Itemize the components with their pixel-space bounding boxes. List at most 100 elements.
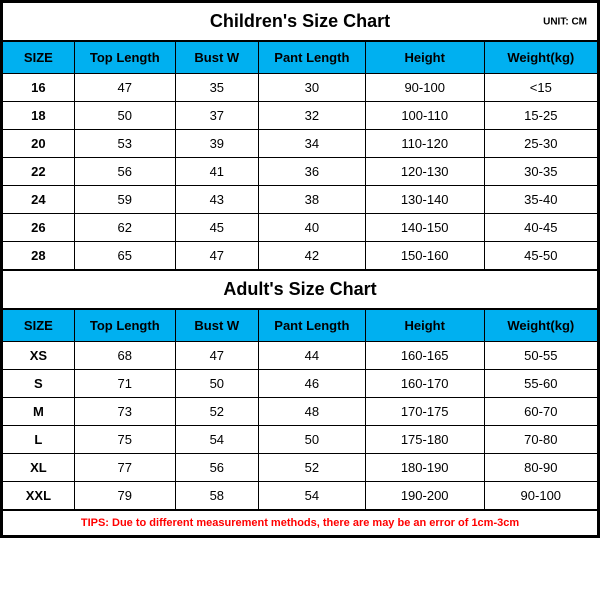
table-cell: 43 [175, 186, 258, 214]
table-cell: 50-55 [484, 342, 597, 370]
col-bust: Bust W [175, 42, 258, 74]
table-cell: 190-200 [365, 482, 484, 510]
table-cell: 56 [74, 158, 175, 186]
table-cell: 59 [74, 186, 175, 214]
col-bust: Bust W [175, 310, 258, 342]
table-cell: 34 [258, 130, 365, 158]
table-row: M735248170-17560-70 [3, 398, 597, 426]
table-cell: <15 [484, 74, 597, 102]
header-row: SIZE Top Length Bust W Pant Length Heigh… [3, 42, 597, 74]
table-cell: 120-130 [365, 158, 484, 186]
table-cell: XXL [3, 482, 74, 510]
table-cell: 80-90 [484, 454, 597, 482]
table-cell: 50 [175, 370, 258, 398]
table-cell: 90-100 [365, 74, 484, 102]
table-row: XL775652180-19080-90 [3, 454, 597, 482]
table-cell: 44 [258, 342, 365, 370]
table-row: 22564136120-13030-35 [3, 158, 597, 186]
table-cell: 48 [258, 398, 365, 426]
table-cell: 50 [258, 426, 365, 454]
table-row: 28654742150-16045-50 [3, 242, 597, 270]
table-cell: 26 [3, 214, 74, 242]
table-cell: 20 [3, 130, 74, 158]
table-cell: 160-170 [365, 370, 484, 398]
table-cell: 62 [74, 214, 175, 242]
header-row: SIZE Top Length Bust W Pant Length Heigh… [3, 310, 597, 342]
table-cell: 68 [74, 342, 175, 370]
table-cell: M [3, 398, 74, 426]
children-title: Children's Size Chart [210, 11, 390, 31]
table-cell: 46 [258, 370, 365, 398]
table-cell: 77 [74, 454, 175, 482]
table-cell: XS [3, 342, 74, 370]
table-cell: 90-100 [484, 482, 597, 510]
children-table: SIZE Top Length Bust W Pant Length Heigh… [3, 42, 597, 270]
children-title-row: Children's Size Chart UNIT: CM [3, 3, 597, 42]
table-cell: 38 [258, 186, 365, 214]
table-cell: 22 [3, 158, 74, 186]
table-cell: 79 [74, 482, 175, 510]
table-cell: 60-70 [484, 398, 597, 426]
table-cell: 42 [258, 242, 365, 270]
table-cell: 52 [175, 398, 258, 426]
tips-note: TIPS: Due to different measurement metho… [0, 510, 600, 538]
table-cell: 71 [74, 370, 175, 398]
col-weight: Weight(kg) [484, 42, 597, 74]
table-cell: 16 [3, 74, 74, 102]
table-cell: 35 [175, 74, 258, 102]
table-cell: 24 [3, 186, 74, 214]
table-row: 26624540140-15040-45 [3, 214, 597, 242]
adult-title-row: Adult's Size Chart [3, 270, 597, 310]
table-cell: 65 [74, 242, 175, 270]
table-cell: 25-30 [484, 130, 597, 158]
table-cell: 56 [175, 454, 258, 482]
table-cell: 37 [175, 102, 258, 130]
table-cell: 54 [175, 426, 258, 454]
table-cell: 110-120 [365, 130, 484, 158]
col-top: Top Length [74, 42, 175, 74]
table-cell: 47 [74, 74, 175, 102]
table-cell: 50 [74, 102, 175, 130]
table-cell: 175-180 [365, 426, 484, 454]
col-height: Height [365, 310, 484, 342]
table-cell: 45-50 [484, 242, 597, 270]
table-cell: 41 [175, 158, 258, 186]
table-cell: 58 [175, 482, 258, 510]
table-row: XXL795854190-20090-100 [3, 482, 597, 510]
table-cell: 30-35 [484, 158, 597, 186]
table-cell: 35-40 [484, 186, 597, 214]
table-cell: 150-160 [365, 242, 484, 270]
table-cell: 180-190 [365, 454, 484, 482]
table-cell: 32 [258, 102, 365, 130]
table-cell: 40-45 [484, 214, 597, 242]
table-cell: 55-60 [484, 370, 597, 398]
table-cell: 170-175 [365, 398, 484, 426]
table-cell: 130-140 [365, 186, 484, 214]
table-row: 24594338130-14035-40 [3, 186, 597, 214]
size-chart-container: Children's Size Chart UNIT: CM SIZE Top … [0, 0, 600, 510]
table-cell: 53 [74, 130, 175, 158]
adult-title: Adult's Size Chart [223, 279, 376, 299]
table-row: 18503732100-11015-25 [3, 102, 597, 130]
col-size: SIZE [3, 42, 74, 74]
table-cell: 70-80 [484, 426, 597, 454]
table-cell: 54 [258, 482, 365, 510]
unit-label: UNIT: CM [543, 16, 587, 27]
table-row: 20533934110-12025-30 [3, 130, 597, 158]
table-cell: 47 [175, 242, 258, 270]
table-cell: 30 [258, 74, 365, 102]
adult-table: SIZE Top Length Bust W Pant Length Heigh… [3, 310, 597, 510]
col-top: Top Length [74, 310, 175, 342]
col-pant: Pant Length [258, 42, 365, 74]
table-cell: 28 [3, 242, 74, 270]
table-cell: 47 [175, 342, 258, 370]
table-cell: 73 [74, 398, 175, 426]
table-cell: 15-25 [484, 102, 597, 130]
col-size: SIZE [3, 310, 74, 342]
table-cell: 18 [3, 102, 74, 130]
table-cell: 140-150 [365, 214, 484, 242]
table-row: L755450175-18070-80 [3, 426, 597, 454]
table-row: XS684744160-16550-55 [3, 342, 597, 370]
table-cell: XL [3, 454, 74, 482]
table-cell: L [3, 426, 74, 454]
